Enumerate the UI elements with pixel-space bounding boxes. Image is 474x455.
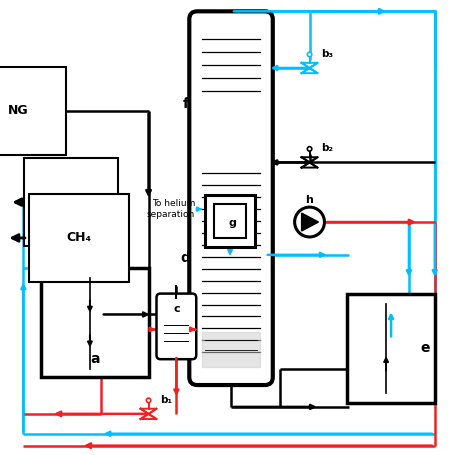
- Text: e: e: [420, 341, 429, 355]
- Text: b₁: b₁: [161, 395, 173, 405]
- FancyBboxPatch shape: [156, 293, 196, 359]
- FancyBboxPatch shape: [41, 268, 148, 377]
- Text: N2: N2: [15, 196, 80, 209]
- FancyBboxPatch shape: [214, 204, 246, 238]
- Text: a: a: [90, 352, 100, 366]
- Text: d: d: [181, 251, 190, 265]
- Text: c: c: [173, 304, 180, 314]
- Circle shape: [307, 147, 312, 151]
- Text: b₃: b₃: [321, 49, 334, 59]
- Circle shape: [146, 398, 151, 403]
- Text: CH₄: CH₄: [12, 232, 91, 244]
- Polygon shape: [301, 213, 319, 231]
- Circle shape: [307, 52, 312, 57]
- FancyBboxPatch shape: [189, 11, 273, 385]
- Text: b₂: b₂: [321, 143, 334, 153]
- FancyBboxPatch shape: [205, 195, 255, 247]
- Text: f: f: [182, 97, 188, 111]
- Text: g: g: [228, 218, 236, 228]
- Text: h: h: [306, 195, 313, 205]
- Text: NG: NG: [8, 104, 56, 117]
- FancyBboxPatch shape: [347, 293, 435, 403]
- Circle shape: [295, 207, 325, 237]
- Text: To helium
separation: To helium separation: [147, 199, 195, 219]
